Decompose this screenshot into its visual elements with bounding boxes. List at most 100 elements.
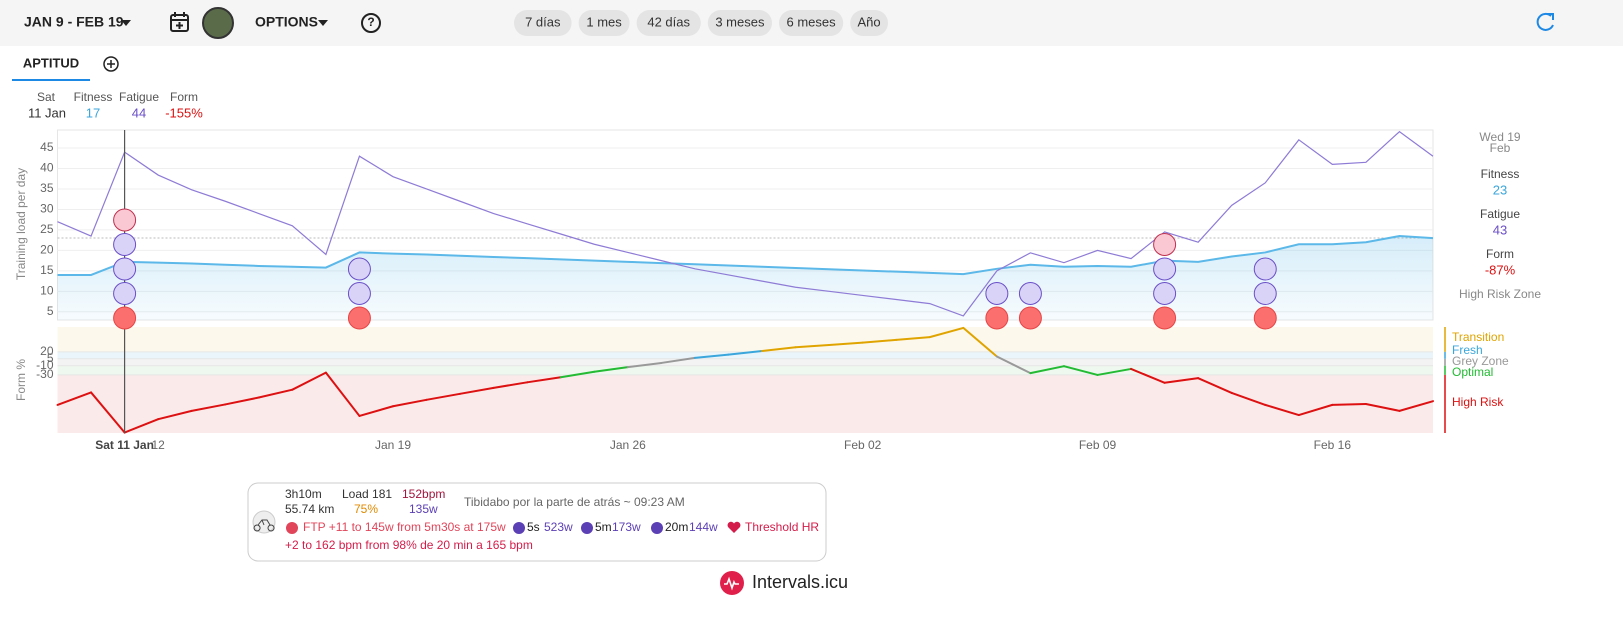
add-tab[interactable] — [103, 56, 119, 72]
side-form: -87% — [1485, 262, 1516, 277]
form-line-segment — [593, 366, 629, 373]
options-menu[interactable]: OPTIONS — [255, 14, 318, 30]
form-line-segment — [761, 346, 797, 352]
form-tick-label: 5 — [47, 351, 54, 365]
x-tick-label: Feb 09 — [1079, 438, 1117, 452]
activity-marker[interactable] — [1253, 306, 1277, 330]
refresh-icon[interactable] — [1536, 12, 1554, 31]
tab-underline — [12, 79, 90, 81]
activity-marker[interactable] — [1253, 257, 1277, 281]
zone-legend: Grey Zone — [1452, 354, 1509, 368]
form-line-segment — [1130, 367, 1166, 384]
refresh-arrow — [1547, 13, 1554, 20]
range-label: 7 días — [525, 14, 561, 29]
date-range[interactable]: JAN 9 - FEB 19 — [24, 14, 124, 30]
bolt-icon — [581, 522, 593, 534]
form-line-segment — [1230, 391, 1267, 406]
form-line-segment — [324, 371, 361, 417]
activity-marker[interactable] — [113, 233, 137, 256]
activity-marker[interactable] — [113, 282, 137, 305]
form-line-segment — [291, 371, 327, 391]
side-form-label: Form — [1486, 247, 1514, 261]
form-line-segment — [559, 370, 596, 379]
range-pill[interactable] — [578, 10, 630, 36]
form-line-segment — [727, 349, 764, 356]
form-line-segment — [1297, 403, 1334, 417]
form-line-segment — [962, 326, 998, 358]
form-line-segment — [1264, 403, 1300, 417]
activity-marker[interactable] — [1253, 282, 1277, 305]
activity-marker[interactable] — [1153, 306, 1177, 330]
zone-band — [57, 374, 1433, 433]
series-line — [57, 130, 1434, 317]
activity-marker[interactable] — [1018, 282, 1042, 305]
form-line-segment — [425, 392, 462, 401]
form-line-segment — [1197, 377, 1233, 394]
logo — [720, 571, 744, 595]
activity-marker[interactable] — [1153, 233, 1177, 256]
form-line-segment — [459, 386, 495, 395]
activity-marker[interactable] — [1018, 306, 1042, 330]
range-pill[interactable] — [779, 10, 844, 36]
activity-card[interactable] — [247, 482, 827, 562]
activity-marker[interactable] — [1153, 282, 1177, 305]
help-mark: ? — [367, 15, 374, 29]
cursor-fitness: 17 — [86, 105, 100, 120]
x-tick-label: Jan 26 — [610, 438, 646, 452]
activity-marker[interactable] — [113, 257, 137, 281]
x-tick-label: Sat 11 Jan — [95, 438, 154, 452]
x-tick-label: Jan 19 — [375, 438, 411, 452]
zone-band — [57, 327, 1433, 352]
threshold-detail: +2 to 162 bpm from 98% de 20 min a 165 b… — [285, 538, 533, 552]
form-line-segment — [693, 353, 730, 359]
calendar-icon[interactable] — [170, 12, 189, 32]
cursor-fitness-label: Fitness — [74, 90, 113, 104]
activity-marker[interactable] — [113, 306, 137, 330]
cursor-day: Sat — [37, 90, 56, 104]
series-line — [57, 235, 1434, 276]
cursor-fatigue-label: Fatigue — [119, 90, 159, 104]
activity-marker[interactable] — [347, 257, 371, 281]
range-pill[interactable] — [636, 10, 701, 36]
form-line-segment — [1163, 377, 1200, 384]
form-line-segment — [391, 398, 428, 408]
side-fitness-label: Fitness — [1481, 167, 1520, 181]
y-tick-label: 30 — [40, 202, 54, 216]
activity-marker[interactable] — [1153, 257, 1177, 281]
activity-marker[interactable] — [985, 282, 1009, 305]
activity-marker[interactable] — [347, 306, 371, 330]
form-tick-label: -30 — [36, 367, 54, 381]
activity-marker[interactable] — [347, 282, 371, 305]
brand: Intervals.icu — [752, 572, 848, 592]
form-line-segment — [861, 338, 898, 344]
form-line-segment — [257, 388, 294, 399]
cursor-form-label: Form — [170, 90, 198, 104]
form-line-segment — [928, 326, 965, 339]
zone-legend: High Risk — [1452, 395, 1504, 409]
avg-power: 135w — [409, 502, 438, 516]
y-tick-label: 20 — [40, 243, 54, 257]
range-pill[interactable] — [514, 10, 572, 36]
zone-band — [57, 365, 1433, 375]
range-label: 42 días — [647, 14, 690, 29]
y-tick-label: 40 — [40, 161, 54, 175]
activity-marker[interactable] — [113, 208, 137, 232]
x-tick-label: Feb 16 — [1314, 438, 1352, 452]
form-line-segment — [1062, 365, 1099, 376]
side-fatigue-label: Fatigue — [1480, 207, 1520, 221]
range-pill[interactable] — [707, 10, 772, 36]
range-label: 6 meses — [787, 14, 837, 29]
range-pill[interactable] — [850, 10, 888, 36]
add-tab-plus — [107, 60, 115, 68]
avg-hr: 152bpm — [402, 487, 445, 501]
help-icon[interactable] — [361, 13, 381, 33]
activity-marker[interactable] — [985, 306, 1009, 330]
y-tick-label: 15 — [40, 263, 54, 277]
side-day: Wed 19 — [1479, 130, 1520, 144]
form-tick-label: -10 — [36, 358, 54, 372]
form-line-segment — [1096, 367, 1133, 376]
tab-aptitud[interactable]: APTITUD — [23, 55, 79, 70]
avatar[interactable] — [203, 8, 233, 38]
bike-glyph — [253, 519, 275, 532]
